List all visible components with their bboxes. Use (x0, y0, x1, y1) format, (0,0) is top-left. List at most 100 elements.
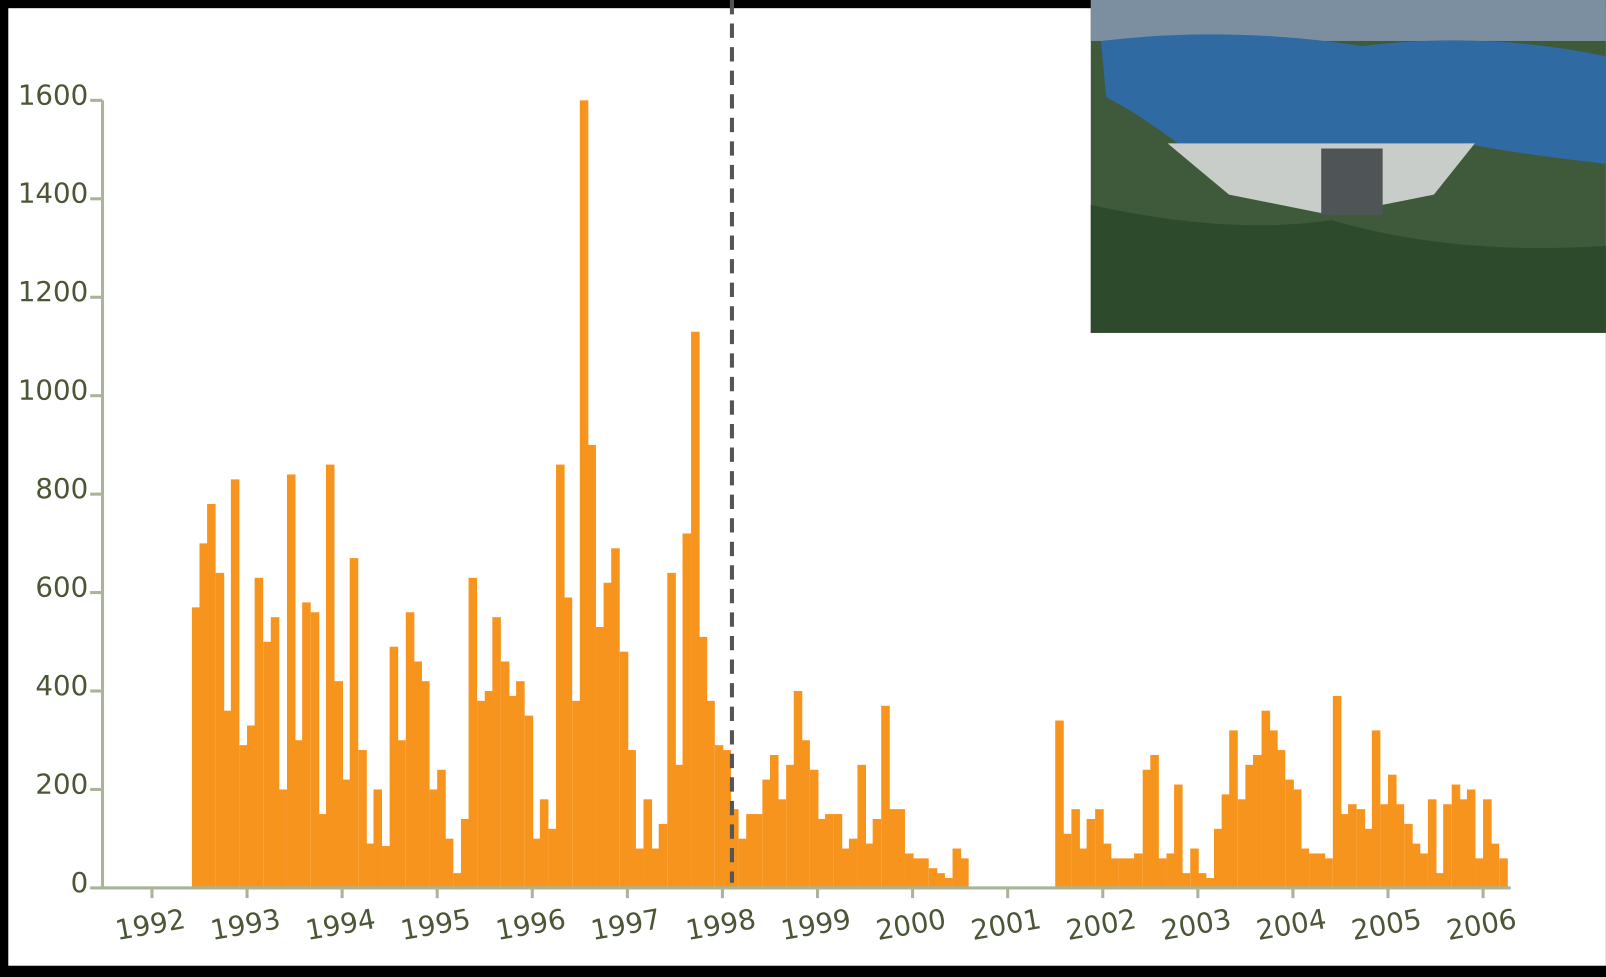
y-tick-label: 1000 (18, 374, 88, 407)
bar (786, 765, 795, 888)
bar (477, 701, 486, 888)
bar (231, 479, 240, 888)
bar (525, 716, 534, 888)
bar (857, 765, 866, 888)
photo (1091, 0, 1606, 333)
bar (350, 558, 359, 888)
bar (1071, 809, 1080, 888)
bar (865, 844, 874, 888)
bar (794, 691, 803, 888)
y-tick-label: 600 (35, 570, 88, 603)
bar (651, 849, 660, 888)
bar (437, 770, 446, 888)
bar (397, 740, 406, 888)
bar (406, 612, 415, 888)
bar (1396, 804, 1405, 888)
bar (953, 849, 962, 888)
bar (1134, 853, 1143, 887)
bar (770, 755, 779, 888)
bar (255, 578, 264, 888)
bar (302, 602, 311, 887)
bar (913, 858, 922, 888)
bar (509, 696, 518, 888)
bar (532, 839, 541, 888)
bar (1293, 789, 1302, 887)
bar (635, 849, 644, 888)
bar (239, 745, 248, 888)
bar (920, 858, 929, 888)
bar (746, 814, 755, 888)
bar (1269, 730, 1278, 888)
bar (1467, 789, 1476, 887)
bar (936, 873, 945, 888)
photo-hills (1091, 0, 1606, 41)
bar (810, 770, 819, 888)
bar (469, 578, 478, 888)
bar (1166, 853, 1175, 887)
bar (1301, 849, 1310, 888)
bar (1229, 730, 1238, 888)
bar (754, 814, 763, 888)
bar (691, 332, 700, 888)
bar (1182, 873, 1191, 888)
bar (445, 839, 454, 888)
bar (516, 681, 525, 888)
bar (1419, 853, 1428, 887)
bar (287, 474, 296, 887)
bar (929, 868, 938, 888)
bar (1277, 750, 1286, 888)
bar (295, 740, 304, 888)
bar (1253, 755, 1262, 888)
y-tick-label: 400 (35, 669, 88, 702)
bar (762, 780, 771, 888)
photo-spillway (1321, 148, 1382, 215)
bar (1127, 858, 1136, 888)
bar (960, 858, 969, 888)
bar (413, 661, 422, 887)
bar (1190, 849, 1199, 888)
bar (587, 445, 596, 888)
bar (659, 824, 668, 888)
bar (556, 465, 565, 888)
bar (311, 612, 320, 888)
bar (1309, 853, 1318, 887)
bar (889, 809, 898, 888)
bar (715, 745, 724, 888)
bar (620, 652, 629, 888)
bar (1245, 765, 1254, 888)
bar (580, 100, 589, 888)
bar (492, 617, 501, 888)
bar (706, 701, 715, 888)
bar (1459, 799, 1468, 888)
bar (1317, 853, 1326, 887)
page: {"chart_data": {"type": "bar", "color": … (0, 0, 1606, 977)
bar (1143, 770, 1152, 888)
bar (896, 809, 905, 888)
bar (540, 799, 549, 888)
bar (849, 839, 858, 888)
bar (207, 504, 216, 888)
bar (366, 844, 375, 888)
bar (1372, 730, 1381, 888)
bar (1150, 755, 1159, 888)
bar (675, 765, 684, 888)
bar (271, 617, 280, 888)
bar (1443, 804, 1452, 888)
bar (453, 873, 462, 888)
bar (318, 814, 327, 888)
bar (1340, 814, 1349, 888)
bar (572, 701, 581, 888)
bar (905, 853, 914, 887)
bar (1055, 721, 1064, 888)
bar (342, 780, 351, 888)
bar (683, 534, 692, 888)
bar (223, 711, 232, 888)
bar (421, 681, 430, 888)
bar (841, 849, 850, 888)
bar (1262, 711, 1271, 888)
bar (1436, 873, 1445, 888)
bar (216, 573, 225, 888)
bar (382, 846, 391, 888)
bar (739, 839, 748, 888)
bar (825, 814, 834, 888)
